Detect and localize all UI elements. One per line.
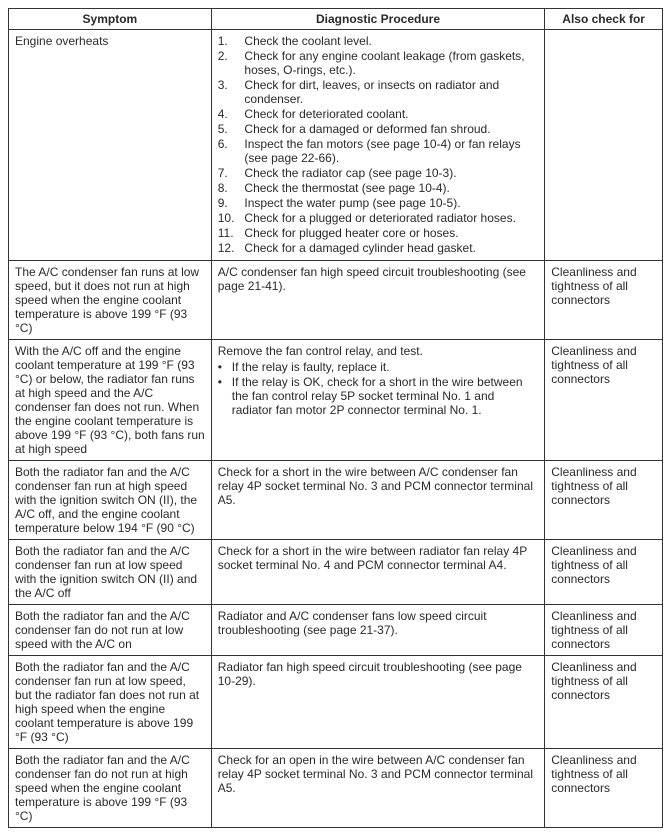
symptom-cell: Both the radiator fan and the A/C conden… xyxy=(9,605,212,656)
table-row: The A/C condenser fan runs at low speed,… xyxy=(9,261,663,340)
step-number: 10. xyxy=(218,211,245,226)
step-text: Check for deteriorated coolant. xyxy=(244,107,538,122)
symptom-cell: Both the radiator fan and the A/C conden… xyxy=(9,656,212,749)
diagnostic-intro: Remove the fan control relay, and test. xyxy=(218,344,539,358)
step-number: 12. xyxy=(218,241,245,256)
diagnostic-cell: 1.Check the coolant level.2.Check for an… xyxy=(211,30,545,261)
step-text: Check the radiator cap (see page 10-3). xyxy=(244,166,538,181)
step-text: Check for any engine coolant leakage (fr… xyxy=(244,49,538,78)
header-diagnostic: Diagnostic Procedure xyxy=(211,9,545,30)
step-number: 2. xyxy=(218,49,245,78)
also-check-cell: Cleanliness and tightness of all connect… xyxy=(545,340,663,461)
step-number: 1. xyxy=(218,34,245,49)
step-text: Inspect the fan motors (see page 10-4) o… xyxy=(244,137,538,166)
diagnostic-cell: Remove the fan control relay, and test. •… xyxy=(211,340,545,461)
bullet-text: If the relay is faulty, replace it. xyxy=(232,360,390,374)
diagnostic-cell: Check for an open in the wire between A/… xyxy=(211,749,545,828)
step: 12.Check for a damaged cylinder head gas… xyxy=(218,241,539,256)
table-row: Both the radiator fan and the A/C conden… xyxy=(9,749,663,828)
step: 8.Check the thermostat (see page 10-4). xyxy=(218,181,539,196)
diagnostic-cell: A/C condenser fan high speed circuit tro… xyxy=(211,261,545,340)
step-text: Check for a plugged or deteriorated radi… xyxy=(244,211,538,226)
header-row: Symptom Diagnostic Procedure Also check … xyxy=(9,9,663,30)
also-check-cell: Cleanliness and tightness of all connect… xyxy=(545,261,663,340)
table-row: Engine overheats1.Check the coolant leve… xyxy=(9,30,663,261)
also-check-cell: Cleanliness and tightness of all connect… xyxy=(545,605,663,656)
step: 3.Check for dirt, leaves, or insects on … xyxy=(218,78,539,107)
step: 9.Inspect the water pump (see page 10-5)… xyxy=(218,196,539,211)
step-text: Check for plugged heater core or hoses. xyxy=(244,226,538,241)
bullet-item: •If the relay is OK, check for a short i… xyxy=(218,375,539,417)
bullet-text: If the relay is OK, check for a short in… xyxy=(232,375,539,417)
table-row: Both the radiator fan and the A/C conden… xyxy=(9,461,663,540)
also-check-cell: Cleanliness and tightness of all connect… xyxy=(545,656,663,749)
step-text: Check for a damaged or deformed fan shro… xyxy=(244,122,538,137)
diagnostic-cell: Check for a short in the wire between ra… xyxy=(211,540,545,605)
step-number: 5. xyxy=(218,122,245,137)
step-number: 8. xyxy=(218,181,245,196)
step: 5.Check for a damaged or deformed fan sh… xyxy=(218,122,539,137)
also-check-cell: Cleanliness and tightness of all connect… xyxy=(545,749,663,828)
table-row: Both the radiator fan and the A/C conden… xyxy=(9,540,663,605)
also-check-cell: Cleanliness and tightness of all connect… xyxy=(545,540,663,605)
symptom-cell: Both the radiator fan and the A/C conden… xyxy=(9,461,212,540)
step: 2.Check for any engine coolant leakage (… xyxy=(218,49,539,78)
step: 1.Check the coolant level. xyxy=(218,34,539,49)
step-number: 6. xyxy=(218,137,245,166)
step-text: Inspect the water pump (see page 10-5). xyxy=(244,196,538,211)
step-number: 9. xyxy=(218,196,245,211)
table-row: With the A/C off and the engine coolant … xyxy=(9,340,663,461)
symptom-cell: With the A/C off and the engine coolant … xyxy=(9,340,212,461)
header-also: Also check for xyxy=(545,9,663,30)
symptom-cell: Both the radiator fan and the A/C conden… xyxy=(9,749,212,828)
step-number: 3. xyxy=(218,78,245,107)
diagnostic-cell: Radiator and A/C condenser fans low spee… xyxy=(211,605,545,656)
bullet-mark: • xyxy=(218,375,232,417)
step: 11.Check for plugged heater core or hose… xyxy=(218,226,539,241)
table-row: Both the radiator fan and the A/C conden… xyxy=(9,656,663,749)
symptom-cell: The A/C condenser fan runs at low speed,… xyxy=(9,261,212,340)
bullet-item: •If the relay is faulty, replace it. xyxy=(218,360,390,374)
step: 6.Inspect the fan motors (see page 10-4)… xyxy=(218,137,539,166)
step-number: 4. xyxy=(218,107,245,122)
step-number: 11. xyxy=(218,226,245,241)
step: 4.Check for deteriorated coolant. xyxy=(218,107,539,122)
step-text: Check for a damaged cylinder head gasket… xyxy=(244,241,538,256)
step-text: Check the coolant level. xyxy=(244,34,538,49)
step-text: Check for dirt, leaves, or insects on ra… xyxy=(244,78,538,107)
bullet-mark: • xyxy=(218,360,232,374)
step-text: Check the thermostat (see page 10-4). xyxy=(244,181,538,196)
symptom-cell: Both the radiator fan and the A/C conden… xyxy=(9,540,212,605)
diagnostic-cell: Check for a short in the wire between A/… xyxy=(211,461,545,540)
also-check-cell: Cleanliness and tightness of all connect… xyxy=(545,461,663,540)
table-row: Both the radiator fan and the A/C conden… xyxy=(9,605,663,656)
header-symptom: Symptom xyxy=(9,9,212,30)
diagnostic-cell: Radiator fan high speed circuit troubles… xyxy=(211,656,545,749)
diagnostic-table: Symptom Diagnostic Procedure Also check … xyxy=(8,8,663,828)
step-number: 7. xyxy=(218,166,245,181)
symptom-cell: Engine overheats xyxy=(9,30,212,261)
step: 7.Check the radiator cap (see page 10-3)… xyxy=(218,166,539,181)
step: 10.Check for a plugged or deteriorated r… xyxy=(218,211,539,226)
also-check-cell xyxy=(545,30,663,261)
